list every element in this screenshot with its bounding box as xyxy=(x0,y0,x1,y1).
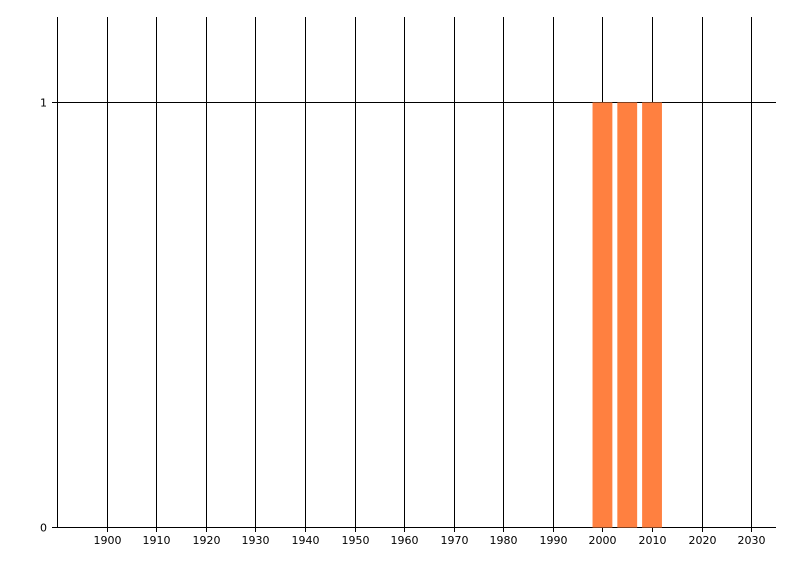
x-tick-label: 1990 xyxy=(540,534,568,547)
x-tick-label: 2010 xyxy=(639,534,667,547)
y-tick-label: 0 xyxy=(40,522,47,535)
x-tick-label: 1940 xyxy=(292,534,320,547)
bar xyxy=(642,102,662,528)
x-tick-label: 2000 xyxy=(589,534,617,547)
y-tick-label: 1 xyxy=(40,97,47,110)
x-tick-label: 1910 xyxy=(143,534,171,547)
x-tick-label: 2020 xyxy=(689,534,717,547)
x-tick-label: 1950 xyxy=(342,534,370,547)
x-tick-label: 1960 xyxy=(391,534,419,547)
x-tick-label: 1970 xyxy=(441,534,469,547)
bar xyxy=(617,102,638,528)
bar xyxy=(592,102,613,528)
x-tick-label: 1980 xyxy=(490,534,518,547)
x-tick-label: 1920 xyxy=(193,534,221,547)
x-tick-label: 1900 xyxy=(94,534,122,547)
x-tick-label: 2030 xyxy=(738,534,766,547)
x-tick-label: 1930 xyxy=(242,534,270,547)
